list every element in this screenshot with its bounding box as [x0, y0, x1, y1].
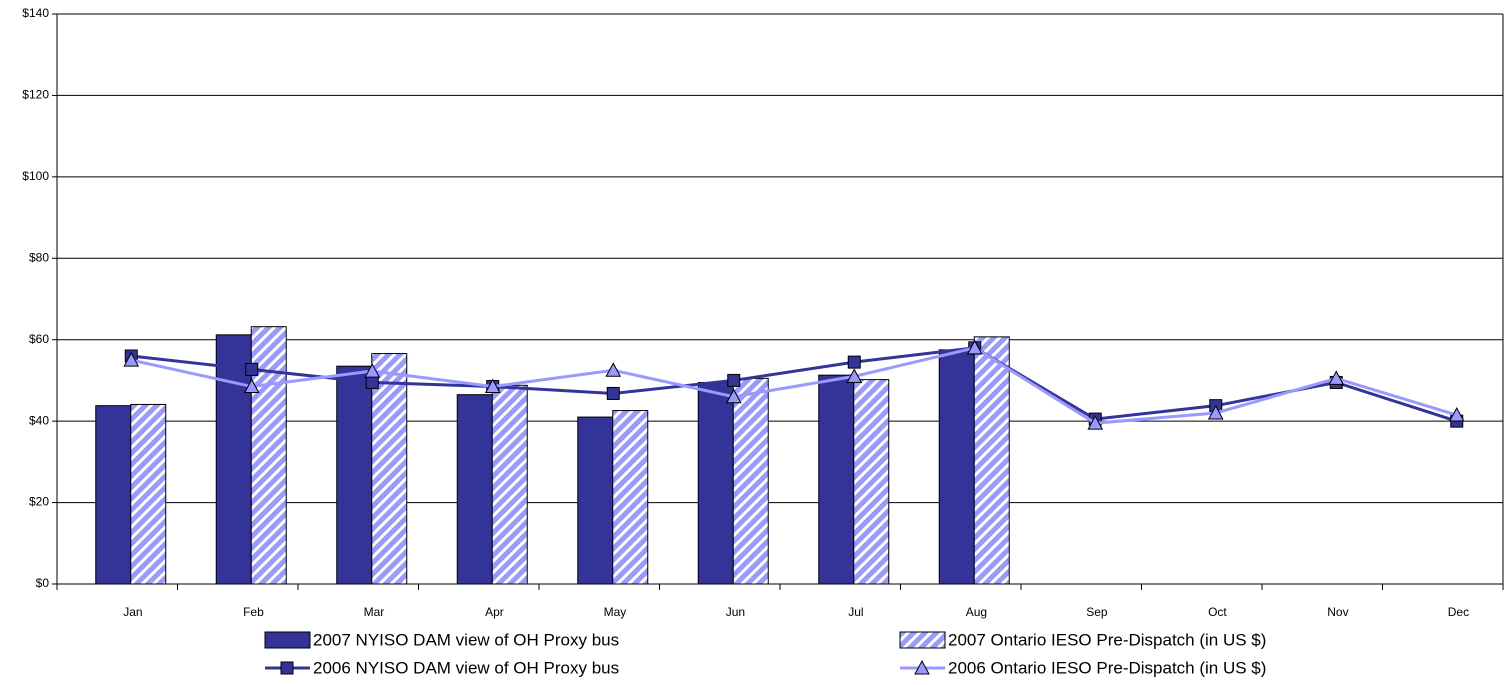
legend-marker — [914, 659, 930, 675]
marker — [123, 352, 140, 367]
bar — [577, 416, 614, 585]
y-tick-label: $100 — [22, 169, 49, 183]
bar — [95, 405, 132, 585]
bar — [491, 384, 528, 585]
bar — [130, 403, 167, 585]
marker — [727, 373, 741, 387]
marker — [1087, 415, 1104, 430]
marker — [606, 386, 620, 400]
bar — [697, 381, 734, 585]
marker — [365, 375, 379, 389]
marker — [725, 388, 742, 404]
y-tick-label: $60 — [29, 332, 49, 346]
x-tick-label: Nov — [1327, 605, 1348, 619]
x-tick-label: Apr — [485, 605, 504, 619]
y-tick-label: $0 — [36, 576, 50, 590]
bar — [973, 336, 1010, 585]
marker — [1448, 406, 1465, 422]
x-tick-label: Aug — [966, 605, 987, 619]
legend-label: 2006 NYISO DAM view of OH Proxy bus — [313, 658, 619, 677]
x-tick-label: Feb — [243, 605, 264, 619]
marker — [847, 355, 861, 369]
y-tick-label: $20 — [29, 495, 49, 509]
legend-label: 2007 NYISO DAM view of OH Proxy bus — [313, 630, 619, 649]
legend-label: 2006 Ontario IESO Pre-Dispatch (in US $) — [948, 658, 1266, 677]
bar — [938, 349, 975, 585]
line — [130, 346, 1458, 425]
x-tick-label: Dec — [1448, 605, 1469, 619]
bar — [732, 377, 769, 585]
bar — [853, 379, 890, 585]
x-tick-label: Sep — [1086, 605, 1108, 619]
bar — [215, 334, 252, 585]
bar — [456, 394, 493, 585]
bar — [818, 374, 855, 585]
bar — [336, 365, 373, 585]
y-tick-label: $80 — [29, 250, 49, 264]
x-tick-label: Jan — [123, 605, 142, 619]
marker — [1207, 404, 1224, 420]
bar — [612, 410, 649, 585]
marker — [1328, 370, 1345, 385]
marker — [605, 362, 622, 377]
x-tick-label: May — [604, 605, 627, 619]
bar — [371, 353, 408, 585]
legend-swatch — [264, 631, 311, 649]
y-tick-label: $140 — [22, 6, 49, 20]
marker — [484, 378, 501, 394]
line — [131, 346, 1458, 423]
y-tick-label: $120 — [22, 88, 49, 102]
marker — [243, 378, 260, 394]
x-tick-label: Oct — [1208, 605, 1227, 619]
legend-label: 2007 Ontario IESO Pre-Dispatch (in US $) — [948, 630, 1266, 649]
legend-marker — [280, 661, 294, 675]
marker — [364, 363, 381, 378]
x-tick-label: Mar — [364, 605, 385, 619]
marker — [966, 339, 983, 355]
y-tick-label: $40 — [29, 413, 49, 427]
x-tick-label: Jul — [848, 605, 863, 619]
x-tick-label: Jun — [726, 605, 745, 619]
legend-swatch — [899, 631, 946, 649]
marker — [245, 362, 259, 376]
marker — [846, 368, 863, 383]
